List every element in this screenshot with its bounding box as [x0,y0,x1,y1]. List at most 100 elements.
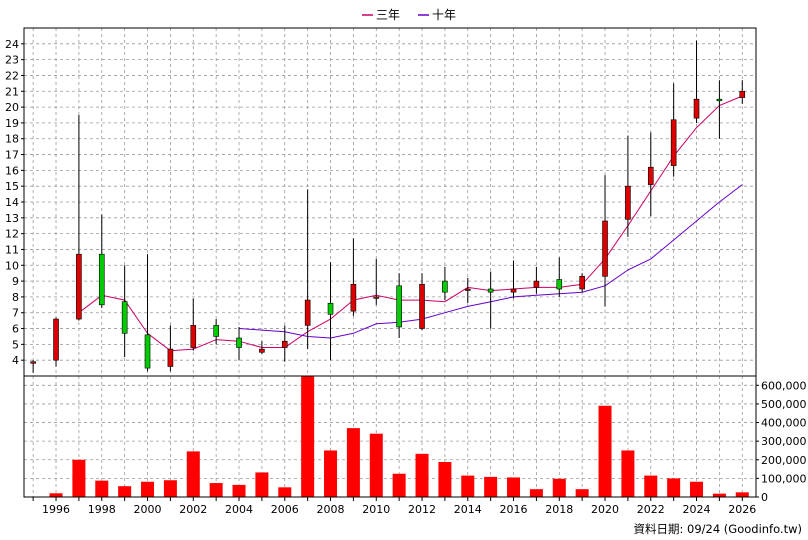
price-tick-label: 8 [12,291,19,304]
volume-bar [255,472,269,497]
volume-bar [712,493,726,497]
volume-tick-label: 400,000 [761,417,807,430]
candle-body [647,166,654,185]
candle-body [419,283,425,329]
price-tick-label: 23 [5,54,19,67]
candle-body [190,325,197,348]
candle-body [236,337,242,348]
volume-tick-label: 600,000 [761,379,807,392]
volume-bar [324,450,338,497]
candle-body [327,302,334,315]
x-tick-label: 2020 [591,503,619,516]
ma-line [78,95,743,352]
x-tick-label: 2014 [454,503,482,516]
x-tick-label: 2018 [545,503,573,516]
candle-body [350,283,357,312]
x-tick-label: 2010 [362,503,390,516]
candle-body [121,301,128,334]
volume-bar [163,480,177,497]
price-grid [24,28,756,376]
price-y-axis: 4 5 6 7 8 9 10 11 12 13 14 15 16 17 18 19 20 21 22 23 24 [5,38,24,367]
volume-bar [95,480,109,497]
volume-bar [644,475,658,497]
volume-tick-label: 0 [761,491,768,504]
price-tick-label: 18 [5,133,19,146]
price-tick-label: 16 [5,164,19,177]
volume-tick-label: 200,000 [761,454,807,467]
candle-body [281,340,288,348]
x-tick-label: 2026 [728,503,756,516]
volume-bar [186,451,200,497]
candle-body [739,90,746,98]
price-tick-label: 17 [5,149,19,162]
x-tick-label: 2016 [500,503,528,516]
candle-body [259,348,265,353]
price-tick-label: 21 [5,85,19,98]
candle-body [213,325,219,337]
volume-bars [49,376,749,497]
candle-body [144,334,151,369]
candle-body [716,98,723,102]
x-tick-label: 2002 [179,503,207,516]
volume-tick-label: 300,000 [761,435,807,448]
volume-bar [278,487,292,497]
volume-bar [621,450,635,497]
candle-body [442,280,448,293]
x-tick-label: 2008 [317,503,345,516]
candle-body [76,253,82,320]
volume-bar [141,481,155,497]
x-tick-label: 2004 [225,503,253,516]
price-tick-label: 6 [12,323,19,336]
candle-body [464,288,471,291]
candle-body [30,361,36,364]
volume-bar [232,484,246,497]
candle-body [693,98,700,119]
price-tick-label: 12 [5,228,19,241]
x-tick-label: 1998 [88,503,116,516]
volume-bar [118,486,132,497]
price-tick-label: 22 [5,69,19,82]
volume-bar [690,481,704,497]
candle-body [98,253,105,306]
x-axis: 1996 1998 2000 2002 2004 2006 2008 2010 2012 2014… [32,497,756,516]
price-tick-label: 24 [5,38,19,51]
volume-bar [461,475,475,497]
x-tick-label: 2024 [683,503,711,516]
price-tick-label: 19 [5,117,19,130]
volume-bar [529,489,543,497]
candle-body [670,119,677,166]
volume-bar [575,489,589,497]
volume-bar [72,459,86,497]
footer-text: 資料日期: 09/24 (Goodinfo.tw) [633,522,802,536]
volume-bar [415,453,429,497]
candle-body [53,318,59,361]
volume-tick-label: 100,000 [761,472,807,485]
price-tick-label: 14 [5,196,19,209]
candle-body [396,285,402,328]
candle-body [373,296,380,299]
price-tick-label: 20 [5,101,19,114]
volume-y-axis: 0 100,000 200,000 300,000 400,000 500,000 600,… [756,379,807,504]
volume-bar [507,477,521,497]
x-tick-label: 2006 [271,503,299,516]
volume-bar [598,405,612,497]
legend-label: 三年 [376,8,400,22]
price-tick-label: 9 [12,275,19,288]
x-tick-label: 2022 [637,503,665,516]
legend: 三年 十年 [362,8,456,22]
x-tick-label: 2000 [134,503,162,516]
volume-bar [346,428,360,497]
volume-bar [667,478,681,497]
volume-panel-frame [23,375,757,498]
price-tick-label: 15 [5,180,19,193]
x-tick-label: 2012 [408,503,436,516]
volume-bar [552,478,566,497]
candle-body [533,280,540,288]
volume-bar [392,473,406,497]
price-tick-label: 7 [12,307,19,320]
candlesticks [30,40,746,373]
price-tick-label: 5 [12,338,19,351]
candle-body [602,220,608,277]
candle-body [625,185,631,220]
